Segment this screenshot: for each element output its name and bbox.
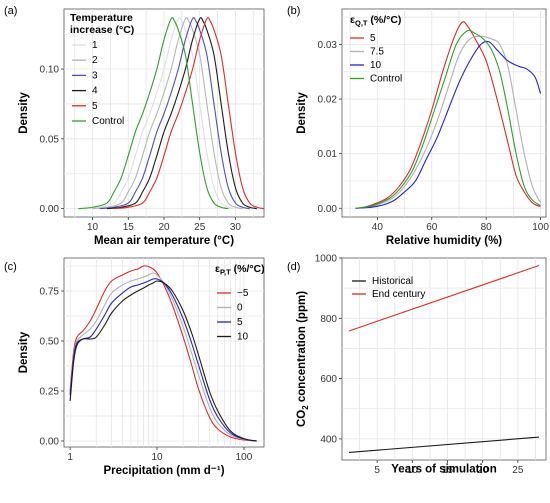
series-line-5 xyxy=(355,21,541,209)
legend-label: 5 xyxy=(370,33,376,44)
plot-area xyxy=(341,257,547,461)
panel-label: (c) xyxy=(4,261,17,273)
plot-area xyxy=(341,8,547,218)
legend-label: End century xyxy=(372,289,425,300)
series-line-4 xyxy=(106,17,257,210)
x-axis-label: Years of simulation xyxy=(391,464,496,476)
panel-label: (a) xyxy=(4,5,17,17)
y-axis-label: Density xyxy=(18,331,30,373)
legend-label: 10 xyxy=(370,60,382,71)
x-tick-label: 15 xyxy=(123,222,135,233)
series-line-−5 xyxy=(69,265,257,442)
x-tick-label: 40 xyxy=(372,222,384,233)
legend-title: εP,T (%/°C) xyxy=(215,263,265,277)
y-tick-label: 0.02 xyxy=(318,95,338,106)
y-tick-label: 0.00 xyxy=(318,204,338,215)
series-line-end-century xyxy=(348,265,540,332)
panel-label: (b) xyxy=(287,5,300,17)
y-tick-label: 0.00 xyxy=(40,204,60,215)
x-tick-label: 25 xyxy=(194,222,206,233)
x-tick-label: 15 xyxy=(442,465,454,476)
legend-label: 1 xyxy=(92,40,98,51)
y-tick-label: 0.75 xyxy=(40,287,60,298)
y-tick-label: 0.05 xyxy=(40,134,60,145)
y-tick-label: 400 xyxy=(320,434,337,445)
panel-label: (d) xyxy=(287,261,300,273)
legend-label: Historical xyxy=(372,276,413,287)
y-tick-label: 0.03 xyxy=(318,40,338,51)
series-line-10 xyxy=(355,40,542,209)
legend-label: 4 xyxy=(92,86,98,97)
x-axis-label: Relative humidity (%) xyxy=(386,235,502,247)
x-tick-label: 10 xyxy=(87,222,99,233)
legend-label: 2 xyxy=(92,55,98,66)
x-tick-label: 20 xyxy=(158,222,170,233)
legend-title: εQ,T (%/°C) xyxy=(350,14,401,28)
x-tick-label: 100 xyxy=(532,222,549,233)
x-tick-label: 1 xyxy=(67,452,73,463)
y-axis-label: Density xyxy=(18,92,30,134)
y-tick-label: 0.01 xyxy=(318,149,338,160)
series-line-historical xyxy=(348,436,540,454)
y-axis-label: CO2 concentration (ppm) xyxy=(296,291,310,427)
legend-title: Temperature xyxy=(70,12,133,24)
series-line-10 xyxy=(69,280,257,442)
series-line-5 xyxy=(113,17,265,210)
x-tick-label: 5 xyxy=(374,465,380,476)
series-line-0 xyxy=(69,272,257,442)
x-tick-label: 80 xyxy=(481,222,493,233)
legend-label: 7.5 xyxy=(370,47,384,58)
legend-label: 3 xyxy=(92,70,98,81)
y-tick-label: 800 xyxy=(320,314,337,325)
series-line-control xyxy=(355,29,541,209)
legend-label: −5 xyxy=(237,288,249,299)
y-tick-label: 0.50 xyxy=(40,337,60,348)
panel-d: (d) 5 10 15 20 25 400 600 800 1000 Years of simula… xyxy=(287,254,547,476)
series-line-1 xyxy=(85,17,236,210)
y-axis-label: Density xyxy=(296,92,308,134)
x-tick-label: 10 xyxy=(407,465,419,476)
y-tick-label: 600 xyxy=(320,374,337,385)
series-line-2 xyxy=(92,17,243,210)
series-line-5 xyxy=(69,278,257,442)
panel-b: (b) 40 60 80 100 0.00 0.01 0.02 0.03 Relative hum… xyxy=(287,5,549,247)
x-tick-label: 20 xyxy=(477,465,489,476)
legend-label: 5 xyxy=(237,317,243,328)
x-axis-label: Precipitation (mm d⁻¹) xyxy=(103,465,224,477)
y-tick-label: 0.00 xyxy=(40,437,60,448)
y-tick-label: 0.25 xyxy=(40,387,60,398)
x-axis-label: Mean air temperature (°C) xyxy=(94,235,234,247)
series-line-7-5 xyxy=(355,35,542,209)
y-tick-label: 1000 xyxy=(315,254,338,265)
x-tick-label: 25 xyxy=(512,465,524,476)
legend-label: 0 xyxy=(237,303,243,314)
legend-label: Control xyxy=(92,116,124,127)
legend-title: increase (°C) xyxy=(70,24,134,36)
legend-label: Control xyxy=(370,74,402,85)
x-tick-label: 10 xyxy=(151,452,163,463)
x-tick-label: 60 xyxy=(426,222,438,233)
x-tick-label: 30 xyxy=(230,222,242,233)
series-line-3 xyxy=(99,17,250,210)
series-line-control xyxy=(78,17,229,210)
x-tick-label: 100 xyxy=(236,452,253,463)
y-tick-label: 0.10 xyxy=(40,65,60,76)
legend-label: 10 xyxy=(237,332,249,343)
legend-label: 5 xyxy=(92,101,98,112)
